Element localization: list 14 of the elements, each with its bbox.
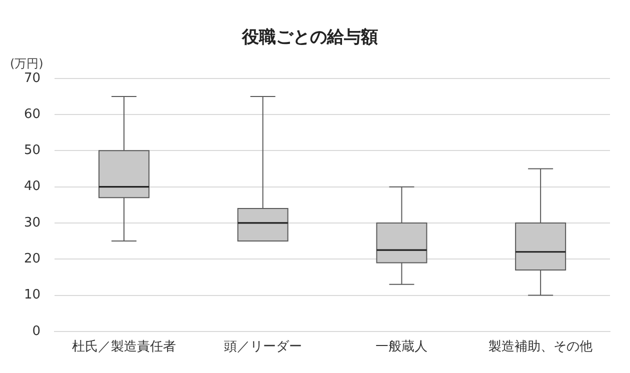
y-tick-label: 50 xyxy=(24,143,41,158)
x-tick-label: 杜氏／製造責任者 xyxy=(72,340,176,355)
y-axis-title: (万円) xyxy=(10,56,44,71)
y-tick-label: 0 xyxy=(32,324,41,339)
x-tick-label: 頭／リーダー xyxy=(224,340,302,355)
x-tick-label: 一般蔵人 xyxy=(376,340,428,355)
y-tick-label: 30 xyxy=(24,215,41,230)
chart-title: 役職ごとの給与額 xyxy=(241,28,378,48)
y-tick-label: 40 xyxy=(24,179,41,194)
y-tick-label: 10 xyxy=(24,288,41,303)
x-tick-label: 製造補助、その他 xyxy=(488,340,593,355)
y-tick-label: 60 xyxy=(24,106,41,122)
y-tick-label: 20 xyxy=(24,251,41,266)
y-tick-label: 70 xyxy=(24,70,41,86)
